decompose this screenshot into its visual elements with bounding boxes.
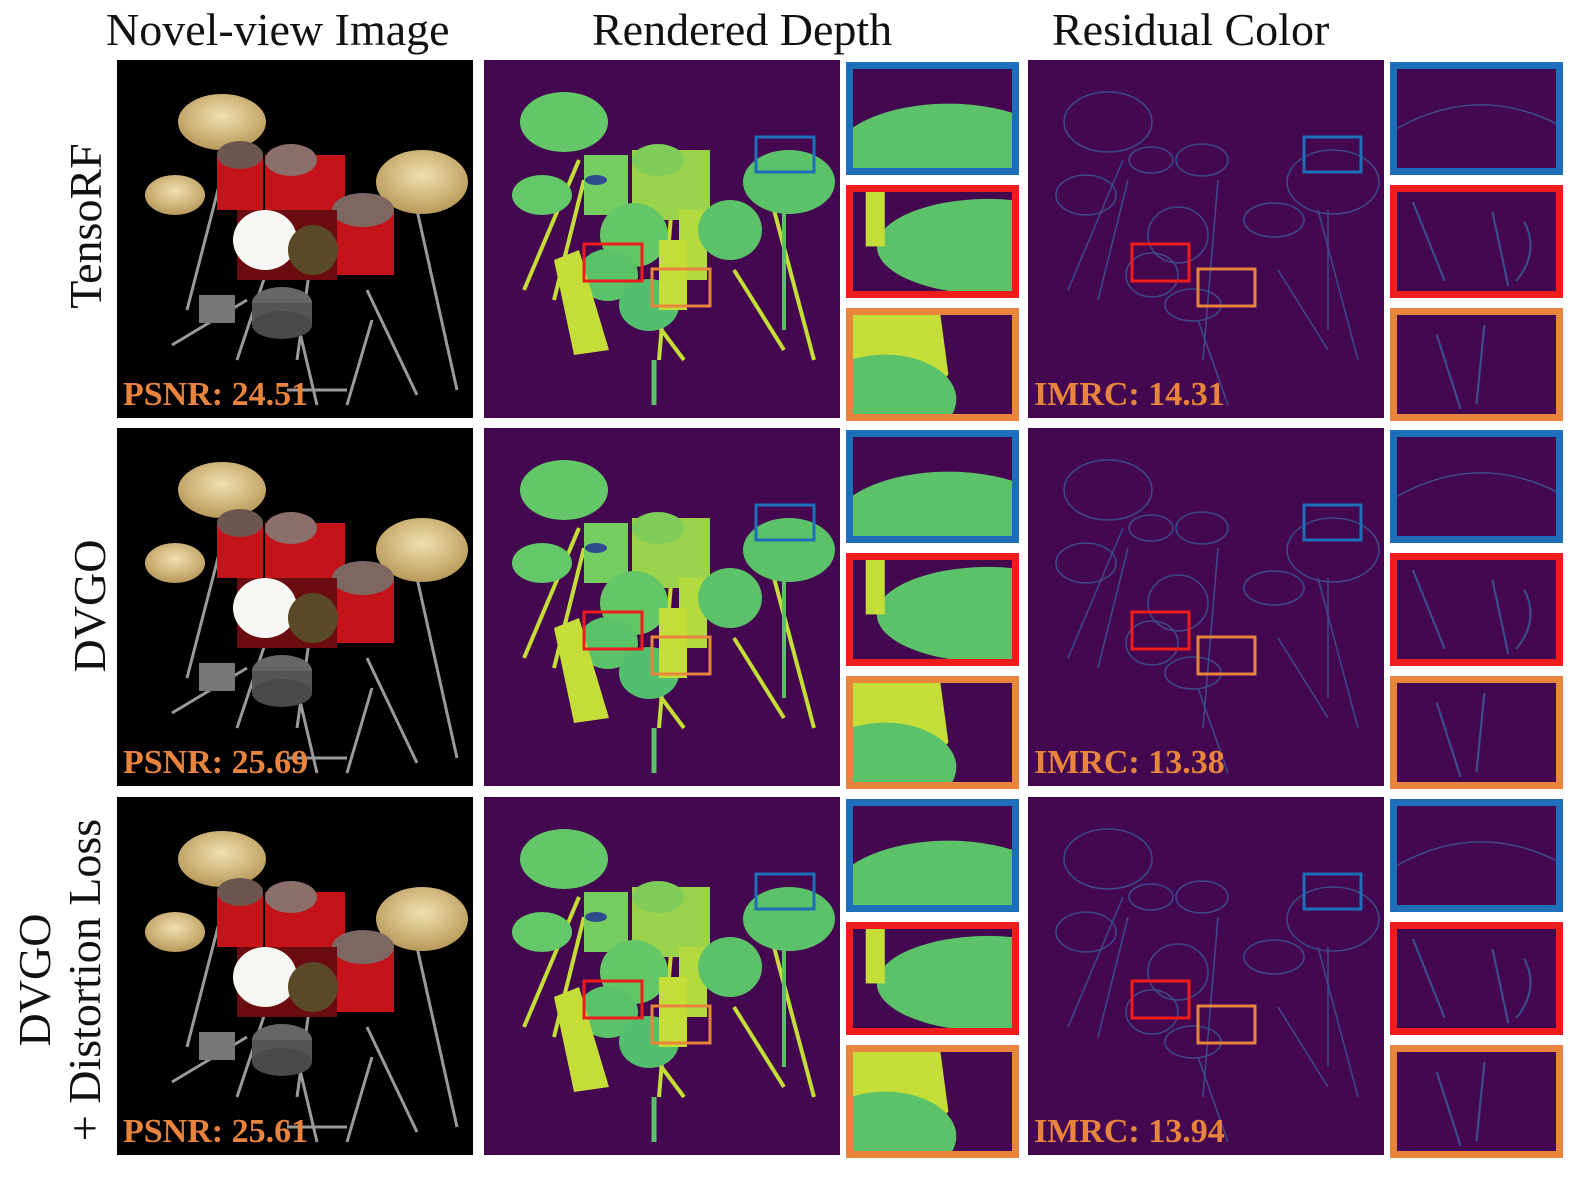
residual-color-image: IMRC: 13.38 [1028,428,1384,786]
imrc-label: IMRC: 13.94 [1034,1113,1225,1150]
imrc-label: IMRC: 14.31 [1034,376,1225,413]
zoom-box-red [1130,610,1191,651]
depth-crop-image-red [853,929,1012,1028]
residual-map [1028,60,1384,418]
residual-crop-blue [1390,430,1563,543]
depth-crop-image-blue [853,437,1012,536]
zoom-box-orange [1196,635,1257,676]
depth-crop-image-blue [853,69,1012,168]
depth-crop-image-orange [853,1052,1012,1151]
depth-crop-orange [846,676,1019,789]
residual-crop-blue [1390,62,1563,175]
depth-crop-red [846,185,1019,298]
comparison-row: PSNR: 25.61 IMRC: 13.94 [0,797,1593,1158]
zoom-box-red [1130,979,1191,1020]
residual-color-image: IMRC: 13.94 [1028,797,1384,1155]
residual-crop-red [1390,922,1563,1035]
residual-crop-image-blue [1397,806,1556,905]
psnr-label: PSNR: 24.51 [123,376,309,413]
zoom-box-blue [1302,135,1363,174]
residual-crop-image-red [1397,192,1556,291]
residual-crop-red [1390,553,1563,666]
comparison-row: PSNR: 24.51 IMRC: 14.31 [0,60,1593,421]
zoom-box-red [582,979,644,1020]
zoom-box-red [582,610,644,651]
residual-crop-red [1390,185,1563,298]
residual-crop-image-orange [1397,1052,1556,1151]
zoom-box-blue [754,872,816,911]
column-title-novel-view: Novel-view Image [106,4,450,55]
depth-crop-image-red [853,560,1012,659]
psnr-label: PSNR: 25.61 [123,1113,309,1150]
residual-map [1028,428,1384,786]
novel-view-image: PSNR: 24.51 [117,60,473,418]
residual-crop-orange [1390,676,1563,789]
depth-crop-image-blue [853,806,1012,905]
depth-crop-blue [846,799,1019,912]
depth-map [484,797,840,1155]
zoom-box-blue [754,503,816,542]
residual-map [1028,797,1384,1155]
zoom-box-red [1130,242,1191,283]
residual-crop-blue [1390,799,1563,912]
zoom-box-blue [1302,872,1363,911]
residual-crop-image-orange [1397,315,1556,414]
rendered-depth-image [484,60,840,418]
zoom-box-orange [650,635,712,676]
depth-map [484,428,840,786]
zoom-box-orange [650,267,712,308]
depth-crop-red [846,553,1019,666]
depth-crop-image-red [853,192,1012,291]
zoom-box-orange [1196,267,1257,308]
residual-crop-orange [1390,308,1563,421]
zoom-box-blue [1302,503,1363,542]
depth-crop-orange [846,308,1019,421]
column-title-residual-color: Residual Color [1052,4,1330,55]
residual-color-image: IMRC: 14.31 [1028,60,1384,418]
zoom-box-blue [754,135,816,174]
drum-kit-render [117,428,473,786]
column-title-rendered-depth: Rendered Depth [592,4,893,55]
comparison-row: PSNR: 25.69 IMRC: 13.38 [0,428,1593,789]
residual-crop-image-red [1397,929,1556,1028]
depth-crop-red [846,922,1019,1035]
rendered-depth-image [484,428,840,786]
residual-crop-orange [1390,1045,1563,1158]
novel-view-image: PSNR: 25.69 [117,428,473,786]
depth-crop-image-orange [853,683,1012,782]
depth-crop-orange [846,1045,1019,1158]
depth-map [484,60,840,418]
imrc-label: IMRC: 13.38 [1034,744,1225,781]
depth-crop-blue [846,430,1019,543]
psnr-label: PSNR: 25.69 [123,744,309,781]
zoom-box-orange [1196,1004,1257,1045]
depth-crop-blue [846,62,1019,175]
novel-view-image: PSNR: 25.61 [117,797,473,1155]
residual-crop-image-blue [1397,69,1556,168]
depth-crop-image-orange [853,315,1012,414]
residual-crop-image-red [1397,560,1556,659]
residual-crop-image-orange [1397,683,1556,782]
zoom-box-orange [650,1004,712,1045]
rendered-depth-image [484,797,840,1155]
residual-crop-image-blue [1397,437,1556,536]
drum-kit-render [117,797,473,1155]
zoom-box-red [582,242,644,283]
drum-kit-render [117,60,473,418]
